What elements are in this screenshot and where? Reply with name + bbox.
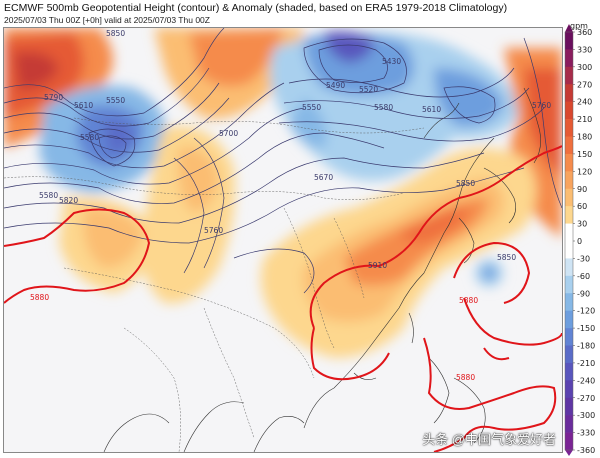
colorbar-tick-label: 330 xyxy=(577,45,592,54)
contour-label: 5610 xyxy=(74,101,93,110)
colorbar-tick-label: -120 xyxy=(577,307,595,316)
contour-label: 5760 xyxy=(532,101,551,110)
colorbar-swatch xyxy=(565,293,573,311)
colorbar-swatch xyxy=(565,119,573,137)
colorbar-tick-label: -30 xyxy=(577,254,590,263)
contour-label: 5880 xyxy=(459,296,478,305)
colorbar: gpm 3603303002702402101801501209060300-3… xyxy=(564,22,595,456)
colorbar-tick-label: 360 xyxy=(577,28,592,37)
map-title: ECMWF 500mb Geopotential Height (contour… xyxy=(4,2,508,14)
contour-label: 5910 xyxy=(368,261,387,270)
colorbar-tick-label: -150 xyxy=(577,324,595,333)
colorbar-tick-label: -360 xyxy=(577,446,595,455)
colorbar-swatch xyxy=(565,66,573,85)
colorbar-tick-label: 0 xyxy=(577,237,582,246)
contour-label: 5790 xyxy=(44,93,63,102)
contour-label: 5520 xyxy=(359,85,378,94)
colorbar-swatch xyxy=(565,84,573,102)
colorbar-tick-label: 300 xyxy=(577,63,592,72)
colorbar-swatch xyxy=(565,397,573,416)
colorbar-swatch xyxy=(565,101,573,120)
colorbar-swatches xyxy=(564,24,574,456)
colorbar-extend-bottom xyxy=(565,450,573,456)
colorbar-swatch xyxy=(565,362,573,381)
colorbar-swatch xyxy=(565,153,573,172)
colorbar-tick-label: -210 xyxy=(577,359,595,368)
contour-label: 5850 xyxy=(456,179,475,188)
colorbar-ticks: 3603303002702402101801501209060300-30-60… xyxy=(573,28,595,455)
colorbar-tick-label: -90 xyxy=(577,289,590,298)
borders xyxy=(4,117,425,452)
colorbar-tick-label: 90 xyxy=(577,185,587,194)
contour-label: 5670 xyxy=(314,173,333,182)
contour-5880 xyxy=(4,145,562,452)
colorbar-swatch xyxy=(565,49,573,68)
contour-label: 5580 xyxy=(39,191,58,200)
colorbar-swatch xyxy=(565,171,573,190)
colorbar-swatch xyxy=(565,310,573,329)
colorbar-swatch xyxy=(565,258,573,277)
colorbar-swatch xyxy=(565,345,573,364)
contour-label: 5580 xyxy=(80,133,99,142)
height-contours xyxy=(4,28,562,294)
colorbar-tick-label: 150 xyxy=(577,150,592,159)
contour-label: 5880 xyxy=(30,293,49,302)
colorbar-tick-label: 240 xyxy=(577,98,592,107)
map-subtitle: 2025/07/03 Thu 00Z [+0h] valid at 2025/0… xyxy=(4,15,210,25)
colorbar-swatch xyxy=(565,275,573,294)
watermark: 头条 @中国气象爱好者 xyxy=(422,432,556,447)
colorbar-tick-label: 30 xyxy=(577,220,587,229)
colorbar-extend-top xyxy=(565,24,573,32)
contour-label: 5550 xyxy=(106,96,125,105)
colorbar-swatch xyxy=(565,432,573,451)
contour-label: 5880 xyxy=(456,373,475,382)
contour-label: 5580 xyxy=(374,103,393,112)
coastlines xyxy=(103,87,541,452)
colorbar-tick-label: 60 xyxy=(577,202,587,211)
colorbar-tick-label: -180 xyxy=(577,342,595,351)
contour-labels: 5850 5610 5550 5580 5820 5790 5700 5490 … xyxy=(30,29,551,382)
colorbar-tick-label: -330 xyxy=(577,429,595,438)
colorbar-tick-label: 120 xyxy=(577,167,592,176)
contour-label: 5490 xyxy=(326,81,345,90)
colorbar-tick-label: -60 xyxy=(577,272,590,281)
colorbar-swatch xyxy=(565,206,573,224)
colorbar-tick-label: 180 xyxy=(577,133,592,142)
colorbar-tick-label: 270 xyxy=(577,80,592,89)
contour-label: 5430 xyxy=(382,57,401,66)
colorbar-swatch xyxy=(565,188,573,207)
colorbar-swatch xyxy=(565,223,573,242)
colorbar-swatch xyxy=(565,136,573,155)
colorbar-unit: gpm xyxy=(570,22,588,31)
colorbar-swatch xyxy=(565,380,573,399)
colorbar-swatch xyxy=(565,32,573,50)
colorbar-swatch xyxy=(565,328,573,346)
contour-label: 5760 xyxy=(204,226,223,235)
colorbar-tick-label: 210 xyxy=(577,115,592,124)
contour-label: 5610 xyxy=(422,105,441,114)
contour-label: 5850 xyxy=(497,253,516,262)
weather-map: 5850 5610 5550 5580 5820 5790 5700 5490 … xyxy=(3,27,563,453)
contour-label: 5820 xyxy=(59,196,78,205)
colorbar-tick-label: -240 xyxy=(577,376,595,385)
contour-label: 5550 xyxy=(302,103,321,112)
colorbar-tick-label: -270 xyxy=(577,394,595,403)
colorbar-tick-label: -300 xyxy=(577,411,595,420)
contour-label: 5850 xyxy=(106,29,125,38)
colorbar-swatch xyxy=(565,415,573,433)
colorbar-swatch xyxy=(565,241,573,259)
contour-label: 5700 xyxy=(219,129,238,138)
